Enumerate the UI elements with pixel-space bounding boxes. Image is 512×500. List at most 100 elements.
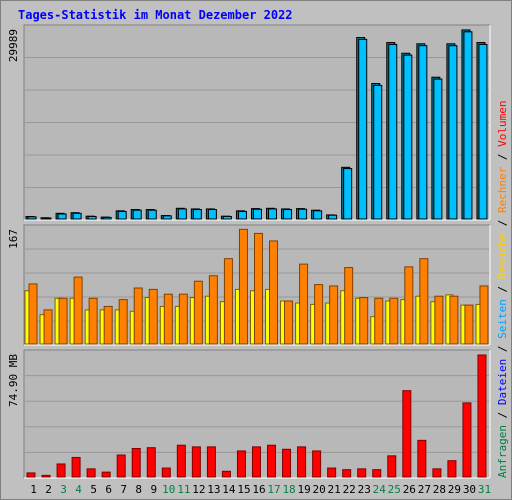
bar-volumen-day-15 [236, 450, 246, 478]
bar-dateien-day-4 [72, 212, 82, 220]
bar-volumen-day-2 [41, 474, 51, 478]
bar-dateien-day-19 [298, 208, 308, 220]
legend-part-9: / [496, 147, 509, 167]
legend-part-4: Seiten [496, 299, 509, 339]
x-tick-label-day-27: 27 [418, 483, 431, 496]
bar-rechner-day-6 [103, 305, 113, 345]
bar-rechner-day-30 [464, 304, 474, 345]
x-tick-label-day-29: 29 [448, 483, 461, 496]
bar-dateien-day-16 [252, 208, 262, 220]
bar-dateien-day-31 [478, 43, 488, 220]
bar-volumen-day-10 [161, 467, 171, 478]
x-tick-label-day-14: 14 [222, 483, 236, 496]
bar-volumen-day-1 [26, 472, 36, 478]
bar-volumen-day-16 [251, 446, 261, 478]
x-tick-label-day-9: 9 [150, 483, 157, 496]
bar-dateien-day-29 [448, 45, 458, 220]
legend-part-2: Dateien [496, 359, 509, 405]
x-tick-label-day-3: 3 [60, 483, 67, 496]
bar-dateien-day-24 [373, 84, 383, 220]
bar-rechner-day-16 [253, 232, 263, 345]
bar-rechner-day-9 [148, 288, 158, 345]
x-tick-label-day-28: 28 [433, 483, 446, 496]
bar-volumen-day-21 [327, 467, 337, 478]
x-tick-label-day-30: 30 [463, 483, 476, 496]
bar-rechner-day-11 [178, 293, 188, 345]
bar-dateien-day-25 [388, 43, 398, 220]
bar-rechner-day-3 [58, 297, 68, 345]
bar-volumen-day-30 [462, 402, 472, 478]
x-tick-label-day-1: 1 [30, 483, 37, 496]
legend-part-1: / [496, 405, 509, 425]
bar-volumen-day-20 [312, 450, 322, 478]
bar-volumen-day-6 [101, 471, 111, 478]
x-tick-label-day-4: 4 [75, 483, 82, 496]
bar-rechner-day-14 [223, 258, 233, 345]
bar-dateien-day-11 [177, 208, 187, 220]
bar-rechner-day-1 [28, 283, 38, 345]
bar-volumen-day-14 [221, 470, 231, 478]
bar-dateien-day-3 [57, 213, 67, 220]
bar-volumen-day-13 [206, 446, 216, 478]
bar-rechner-day-15 [238, 228, 248, 345]
bar-rechner-day-22 [344, 267, 354, 345]
bar-rechner-day-12 [193, 280, 203, 345]
x-tick-label-day-23: 23 [358, 483, 371, 496]
y-axis-label-seiten-besuche-rechner: 167 [7, 229, 20, 249]
bar-dateien-day-13 [207, 209, 217, 220]
bar-dateien-day-28 [433, 78, 443, 220]
bar-volumen-day-29 [447, 460, 457, 478]
bar-volumen-day-17 [267, 444, 277, 478]
bar-dateien-day-26 [403, 54, 413, 220]
bar-dateien-day-23 [358, 38, 368, 220]
series-legend: Anfragen / Dateien / Seiten / Besuche / … [496, 100, 509, 478]
x-tick-label-day-10: 10 [162, 483, 175, 496]
bar-dateien-day-22 [343, 168, 353, 220]
x-tick-label-day-5: 5 [90, 483, 97, 496]
legend-part-5: / [496, 279, 509, 299]
bar-dateien-day-21 [328, 214, 338, 220]
x-tick-label-day-18: 18 [282, 483, 295, 496]
bar-dateien-day-20 [313, 210, 323, 220]
x-tick-label-day-19: 19 [297, 483, 310, 496]
x-tick-label-day-24: 24 [373, 483, 387, 496]
x-tick-label-day-25: 25 [388, 483, 401, 496]
bar-dateien-day-9 [147, 209, 157, 220]
bar-rechner-day-26 [404, 266, 414, 345]
legend-part-3: / [496, 339, 509, 359]
x-tick-label-day-31: 31 [478, 483, 491, 496]
bar-dateien-day-15 [237, 210, 247, 220]
bar-dateien-day-17 [268, 208, 278, 220]
bar-dateien-day-7 [117, 210, 127, 220]
x-tick-label-day-2: 2 [45, 483, 52, 496]
bar-rechner-day-2 [43, 309, 53, 345]
x-tick-label-day-11: 11 [177, 483, 190, 496]
bar-volumen-day-3 [56, 463, 66, 478]
x-tick-label-day-21: 21 [328, 483, 341, 496]
bar-dateien-day-14 [222, 215, 232, 220]
bar-volumen-day-7 [116, 454, 126, 478]
bar-rechner-day-13 [208, 275, 218, 345]
bar-volumen-day-12 [191, 446, 201, 478]
x-tick-label-day-7: 7 [120, 483, 127, 496]
bar-rechner-day-10 [163, 293, 173, 345]
bar-dateien-day-6 [102, 216, 112, 220]
bar-volumen-day-25 [387, 455, 397, 478]
bar-rechner-day-8 [133, 287, 143, 345]
bar-rechner-day-27 [419, 258, 429, 345]
bar-volumen-day-24 [372, 469, 382, 478]
bar-volumen-day-28 [432, 468, 442, 478]
legend-part-7: / [496, 213, 509, 233]
legend-part-6: Besuche [496, 233, 509, 279]
y-axis-label-anfragen-dateien: 29989 [7, 29, 20, 62]
bar-volumen-day-9 [146, 447, 156, 478]
bar-rechner-day-25 [389, 297, 399, 345]
x-tick-label-day-17: 17 [267, 483, 280, 496]
bar-rechner-day-18 [284, 300, 294, 345]
x-tick-label-day-6: 6 [105, 483, 112, 496]
bar-rechner-day-24 [374, 297, 384, 345]
x-tick-label-day-22: 22 [343, 483, 356, 496]
bar-rechner-day-31 [479, 285, 489, 345]
bar-dateien-day-30 [463, 31, 473, 220]
legend-part-0: Anfragen [496, 425, 509, 478]
